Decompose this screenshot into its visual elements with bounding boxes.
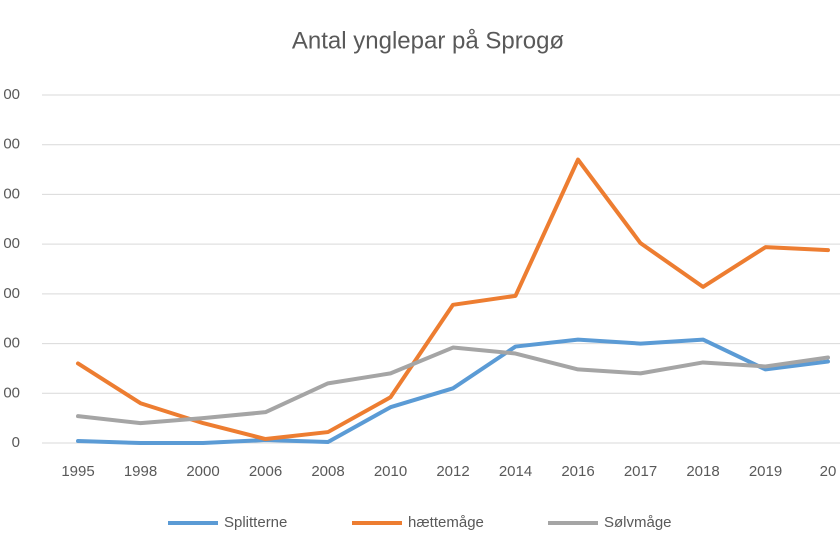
x-tick-label: 2006: [249, 463, 282, 480]
x-tick-label: 2018: [686, 463, 719, 480]
series-line: [76, 345, 830, 426]
y-tick-label: 00: [3, 384, 20, 401]
x-tick-label: 1995: [61, 463, 94, 480]
x-tick-label: 2012: [436, 463, 469, 480]
legend-label: Splitterne: [224, 514, 287, 531]
x-tick-label: 20: [820, 463, 837, 480]
x-tick-label: 1998: [124, 463, 157, 480]
y-tick-label: 00: [3, 285, 20, 302]
legend-label: Sølvmåge: [604, 514, 672, 531]
y-tick-label: 00: [3, 335, 20, 352]
x-tick-label: 2008: [311, 463, 344, 480]
x-tick-label: 2010: [374, 463, 407, 480]
chart-title: Antal ynglepar på Sprogø: [292, 27, 565, 54]
x-tick-label: 2014: [499, 463, 532, 480]
x-tick-label: 2019: [749, 463, 782, 480]
legend-label: hættemåge: [408, 514, 484, 531]
x-tick-label: 2000: [186, 463, 219, 480]
series-line: [76, 337, 830, 445]
series-line: [76, 157, 830, 442]
y-tick-label: 00: [3, 235, 20, 252]
y-tick-label: 00: [3, 185, 20, 202]
x-tick-label: 2016: [561, 463, 594, 480]
x-tick-label: 2017: [624, 463, 657, 480]
y-tick-label: 00: [3, 86, 20, 103]
y-tick-label: 00: [3, 136, 20, 153]
y-tick-label: 0: [12, 434, 20, 451]
